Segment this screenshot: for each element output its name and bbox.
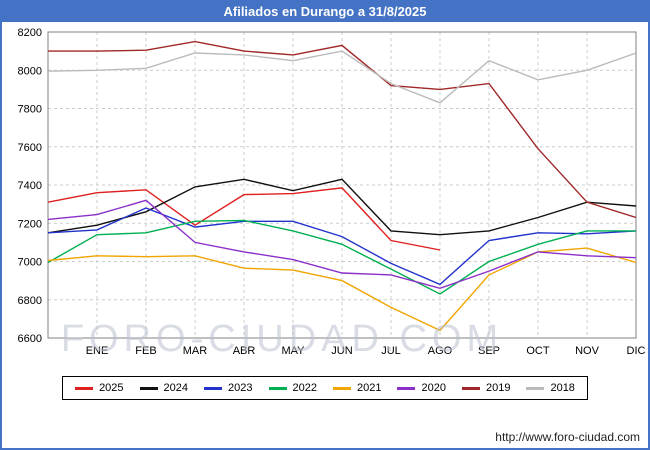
series-line-2024	[47, 178, 637, 236]
x-axis-tick-label: MAR	[183, 345, 208, 357]
legend-label-2022: 2022	[292, 382, 317, 394]
legend-label-2021: 2021	[357, 382, 382, 394]
legend-swatch-2024	[139, 386, 158, 390]
legend-swatch-2021	[333, 386, 351, 390]
legend-label-2018: 2018	[550, 382, 575, 394]
series-line-2025	[47, 187, 441, 251]
legend-label-2019: 2019	[485, 382, 511, 394]
page-title: Afiliados en Durango a 31/8/2025	[223, 4, 427, 19]
legend-label-2025: 2025	[99, 382, 124, 394]
legend-swatch-2022	[268, 386, 287, 390]
legend-item-2024: 2024	[139, 382, 189, 394]
legend-item-2022: 2022	[268, 382, 317, 394]
series-line-2023	[47, 207, 637, 286]
legend-item-2020: 2020	[397, 382, 446, 394]
legend-swatch-2019	[461, 386, 480, 390]
legend-item-2018: 2018	[526, 382, 575, 394]
y-axis-tick-label: 8200	[18, 27, 42, 39]
legend-item-2025: 2025	[75, 382, 124, 394]
legend-item-2019: 2019	[461, 382, 511, 394]
x-axis-tick-label: OCT	[526, 345, 550, 357]
series-line-2019	[48, 40, 637, 219]
x-axis-tick-label: AGO	[428, 345, 453, 357]
y-axis-tick-label: 6600	[18, 333, 42, 345]
plot-border	[47, 31, 637, 339]
chart-title-bar: Afiliados en Durango a 31/8/2025	[2, 2, 648, 22]
line-chart: 6600 6800 7000 7200 7400 7600 7800 8000 8200 ENE F…	[18, 27, 646, 357]
legend-swatch-2025	[75, 386, 94, 390]
series-line-2022	[47, 219, 636, 295]
y-axis-tick-label: 7600	[18, 142, 42, 154]
legend-swatch-2023	[204, 386, 223, 390]
x-axis-tick-label: JUL	[381, 345, 401, 357]
x-axis-tick-label: MAY	[281, 345, 305, 357]
series-line-2018	[47, 50, 637, 104]
y-axis-tick-label: 7200	[18, 218, 42, 230]
x-axis-tick-label: ABR	[233, 345, 256, 357]
y-axis-tick-label: 7000	[18, 257, 42, 269]
x-axis-tick-label: NOV	[575, 345, 600, 357]
chart-legend: 2025 2024 2023 2022 2021 2020 2019 2018	[62, 376, 588, 400]
y-axis-tick-label: 6800	[18, 295, 42, 307]
y-axis-tick-label: 7800	[18, 104, 42, 116]
x-axis-tick-label: SEP	[478, 345, 500, 357]
series-line-2020	[47, 199, 637, 290]
legend-swatch-2018	[526, 386, 545, 390]
x-axis-tick-label: DIC	[627, 345, 646, 357]
y-axis-tick-label: 7400	[18, 180, 42, 192]
legend-swatch-2020	[397, 386, 416, 390]
footer-url-link[interactable]: http://www.foro-ciudad.com	[495, 430, 640, 444]
x-axis-tick-label: ENE	[86, 345, 109, 357]
legend-label-2020: 2020	[421, 382, 446, 394]
legend-item-2023: 2023	[204, 382, 253, 394]
y-axis-tick-label: 8000	[18, 65, 42, 77]
legend-label-2023: 2023	[228, 382, 253, 394]
x-axis-tick-label: FEB	[135, 345, 156, 357]
legend-label-2024: 2024	[163, 382, 189, 394]
legend-item-2021: 2021	[333, 382, 381, 394]
x-axis-tick-label: JUN	[331, 345, 352, 357]
